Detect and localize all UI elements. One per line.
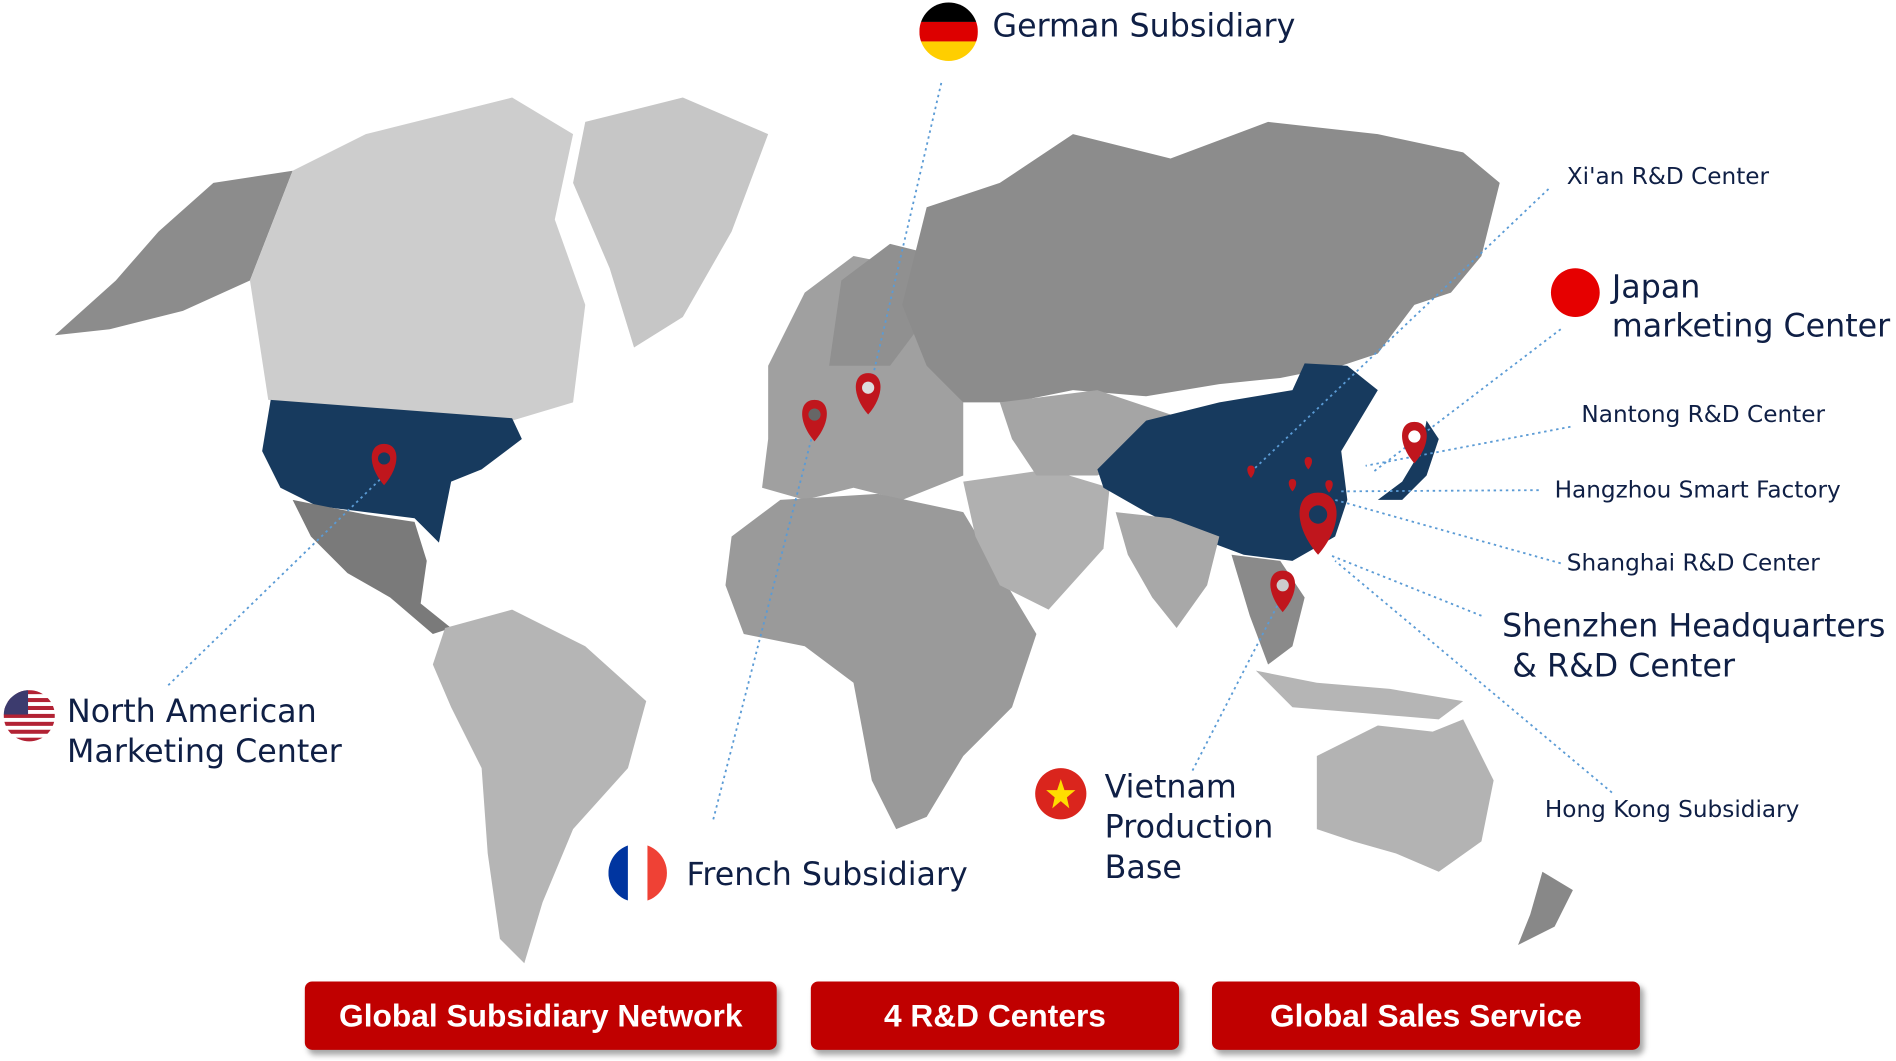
usa-flag-icon [3, 690, 55, 742]
russia [902, 121, 1500, 403]
germany-flag-icon [919, 2, 978, 61]
leader-line-shenzhen [1328, 553, 1482, 617]
label-vietnam-line1: Vietnam [1104, 769, 1237, 806]
label-shanghai-rd-center: Shanghai R&D Center [1566, 549, 1820, 577]
label-japan-line1: Japan [1611, 269, 1701, 307]
leader-line-xian [1250, 188, 1550, 473]
africa [725, 493, 1037, 830]
label-nantong-rd-center: Nantong R&D Center [1581, 401, 1826, 428]
label-french-subsidiary: French Subsidiary [686, 857, 968, 894]
south-america [432, 609, 647, 964]
leader-line-shanghai [1334, 499, 1561, 565]
location-pin-icon-japan [1402, 421, 1427, 464]
mexico-central-america [292, 499, 452, 635]
global-sales-service-button[interactable]: Global Sales Service [1211, 981, 1640, 1050]
label-xian-rd-center: Xi'an R&D Center [1566, 163, 1770, 191]
label-german-subsidiary: German Subsidiary [992, 8, 1296, 46]
label-shenzhen-line1: Shenzhen Headquarters [1502, 608, 1886, 646]
label-hong-kong-subsidiary: Hong Kong Subsidiary [1544, 796, 1800, 824]
location-pin-icon-germany [855, 373, 881, 415]
indonesia [1255, 670, 1464, 720]
new-zealand [1518, 871, 1573, 945]
label-vietnam-line3: Base [1104, 849, 1182, 887]
leader-line-hongkong [1334, 560, 1613, 794]
rd-centers-button[interactable]: 4 R&D Centers [810, 981, 1180, 1050]
alaska [54, 170, 293, 336]
leader-line-france [712, 426, 816, 820]
location-pin-icon-vietnam [1270, 570, 1296, 613]
india [1115, 512, 1220, 628]
leader-line-vietnam [1191, 599, 1282, 772]
canada [249, 97, 586, 421]
southeast-asia [1231, 554, 1305, 665]
middle-east [963, 469, 1110, 610]
label-usa-line2: Marketing Center [67, 734, 342, 771]
label-hangzhou-smart-factory: Hangzhou Smart Factory [1554, 476, 1841, 504]
japan-flag-icon [1550, 268, 1600, 318]
leader-line-usa [167, 474, 385, 686]
location-pin-icon-france [802, 399, 827, 442]
global-subsidiary-network-button[interactable]: Global Subsidiary Network [304, 981, 777, 1050]
location-pin-icon-usa [371, 443, 397, 486]
france-flag-icon [608, 843, 667, 903]
label-vietnam-line2: Production [1104, 809, 1274, 847]
leader-line-hangzhou [1338, 489, 1539, 493]
leader-line-germany [867, 82, 943, 397]
location-pin-icon-shenzhen [1299, 492, 1337, 555]
label-japan-line2: marketing Center [1611, 308, 1891, 346]
label-shenzhen-line2: & R&D Center [1502, 648, 1735, 686]
greenland [573, 97, 769, 348]
vietnam-flag-icon [1035, 768, 1087, 820]
leader-line-nantong [1365, 425, 1571, 467]
leader-line-japan [1371, 328, 1562, 474]
australia [1316, 719, 1494, 872]
label-usa-line1: North American [67, 693, 317, 731]
